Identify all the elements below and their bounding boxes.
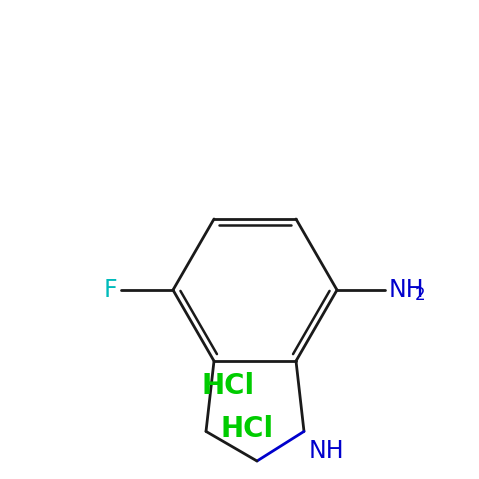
Text: 2: 2 [415,286,426,304]
Text: HCl: HCl [220,415,274,443]
Text: NH: NH [389,278,424,302]
Text: F: F [103,278,117,302]
Text: NH: NH [309,439,344,463]
Text: HCl: HCl [201,372,254,399]
